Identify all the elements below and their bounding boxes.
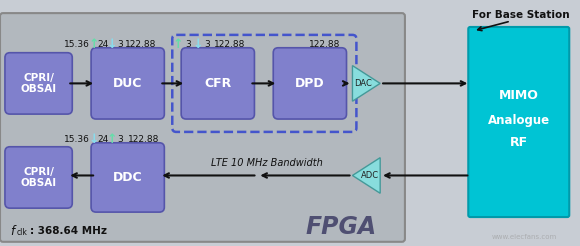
- Text: 122.88: 122.88: [128, 135, 160, 144]
- Polygon shape: [353, 66, 380, 101]
- Text: CPRI/
OBSAI: CPRI/ OBSAI: [20, 167, 57, 188]
- Text: FPGA: FPGA: [306, 215, 377, 239]
- Text: : 368.64 MHz: : 368.64 MHz: [30, 226, 107, 236]
- Text: 15.36: 15.36: [64, 40, 90, 49]
- Text: Analogue: Analogue: [488, 114, 550, 126]
- Text: 3: 3: [117, 135, 122, 144]
- Text: ↓: ↓: [89, 133, 99, 146]
- Text: MIMO: MIMO: [499, 89, 539, 102]
- Text: 3: 3: [117, 40, 122, 49]
- Text: CPRI/
OBSAI: CPRI/ OBSAI: [20, 73, 57, 94]
- FancyBboxPatch shape: [181, 48, 255, 119]
- Text: DPD: DPD: [295, 77, 325, 90]
- FancyBboxPatch shape: [5, 53, 72, 114]
- FancyBboxPatch shape: [0, 13, 405, 242]
- Text: ↓: ↓: [107, 38, 117, 51]
- Text: 122.88: 122.88: [309, 40, 340, 49]
- Text: CFR: CFR: [204, 77, 231, 90]
- Text: 15.36: 15.36: [64, 135, 90, 144]
- Polygon shape: [353, 158, 380, 193]
- FancyBboxPatch shape: [91, 48, 164, 119]
- Text: DDC: DDC: [113, 171, 143, 184]
- Text: ↑: ↑: [89, 38, 99, 51]
- Text: ↑: ↑: [107, 133, 117, 146]
- Text: ↑: ↑: [173, 38, 183, 51]
- Text: ADC: ADC: [361, 171, 379, 180]
- Text: www.elecfans.com: www.elecfans.com: [492, 234, 557, 240]
- Text: DAC: DAC: [354, 79, 372, 88]
- Text: 3: 3: [185, 40, 191, 49]
- FancyBboxPatch shape: [91, 143, 164, 212]
- Text: clk: clk: [17, 228, 28, 237]
- Text: DUC: DUC: [113, 77, 143, 90]
- Text: 3: 3: [204, 40, 210, 49]
- Text: 24: 24: [97, 40, 108, 49]
- FancyBboxPatch shape: [5, 147, 72, 208]
- Text: $f$: $f$: [10, 224, 17, 238]
- Text: RF: RF: [510, 136, 528, 149]
- Text: For Base Station: For Base Station: [472, 10, 570, 20]
- Text: 122.88: 122.88: [214, 40, 245, 49]
- FancyBboxPatch shape: [273, 48, 346, 119]
- Text: 122.88: 122.88: [125, 40, 156, 49]
- Text: 24: 24: [97, 135, 108, 144]
- FancyBboxPatch shape: [468, 27, 569, 217]
- Text: LTE 10 MHz Bandwidth: LTE 10 MHz Bandwidth: [212, 158, 323, 168]
- Text: ↓: ↓: [193, 38, 203, 51]
